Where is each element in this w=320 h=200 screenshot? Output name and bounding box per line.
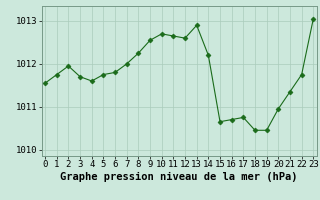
X-axis label: Graphe pression niveau de la mer (hPa): Graphe pression niveau de la mer (hPa)	[60, 172, 298, 182]
